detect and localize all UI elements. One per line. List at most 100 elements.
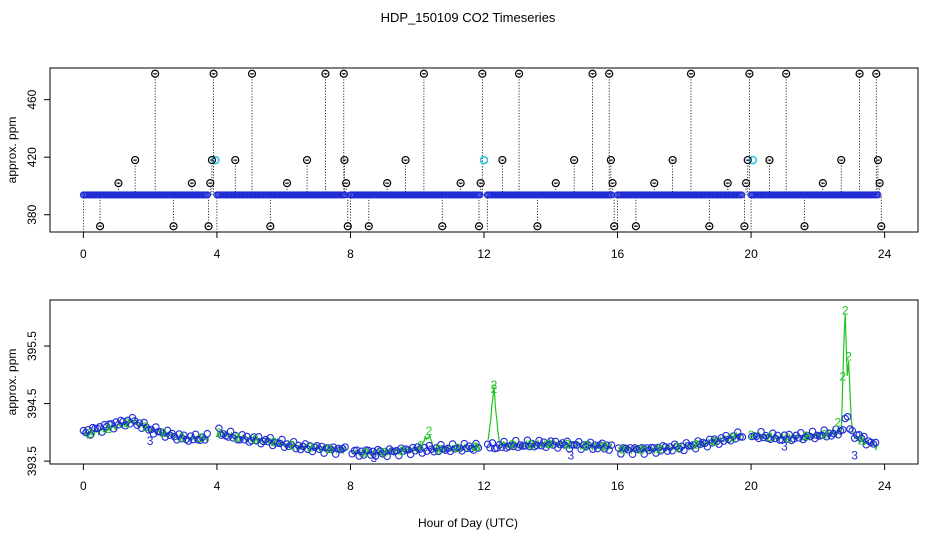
outlier-point	[474, 222, 484, 231]
blue-series-point	[294, 441, 303, 450]
blue-series-point	[518, 442, 527, 450]
blue-series-point	[841, 414, 849, 423]
blue-series-point	[673, 442, 681, 451]
green-spike-symbol: 2	[835, 416, 842, 430]
outlier-point	[877, 222, 886, 231]
green-series-symbol: 2	[546, 437, 553, 451]
bottom-x-tick-label: 24	[878, 479, 892, 493]
outlier-point	[401, 155, 410, 165]
blue-series-point	[411, 447, 419, 455]
green-series-symbol: 2	[417, 439, 424, 453]
blue-series-point	[441, 446, 450, 454]
blue-series-point	[404, 446, 412, 454]
blue-series-point	[797, 429, 805, 437]
blue-series-point	[472, 439, 480, 448]
outlier-point	[438, 222, 447, 231]
blue-series-point	[834, 431, 842, 439]
outlier-point	[723, 178, 732, 188]
blue-series-point	[579, 441, 588, 449]
blue-series-point	[628, 450, 637, 458]
blue-series-point	[668, 447, 677, 455]
blue-series-point	[430, 447, 438, 456]
green-spike-symbol: 2	[426, 424, 433, 438]
green-series-symbol: 2	[693, 438, 700, 452]
outlier-point	[247, 69, 257, 78]
blue-series-point	[427, 445, 436, 453]
outlier-point	[741, 178, 751, 188]
outlier-point	[342, 178, 351, 188]
blue-series-point	[696, 440, 705, 448]
blue-series-point	[710, 435, 719, 443]
outlier-point	[533, 222, 542, 231]
green-series-symbol: 2	[656, 442, 663, 456]
blue-series-point	[827, 432, 835, 440]
blue-series-point	[871, 438, 880, 447]
outlier-point	[340, 155, 349, 165]
outlier-point	[743, 155, 752, 165]
blue-series-point	[848, 426, 856, 435]
outlier-point	[740, 222, 749, 231]
green-series-symbol: 2	[234, 430, 241, 444]
bottom-x-tick-label: 16	[611, 479, 625, 493]
baseline-point	[476, 191, 484, 199]
top-x-tick-label: 8	[347, 247, 354, 261]
outlier-point	[321, 69, 330, 78]
top-x-tick-label: 20	[744, 247, 758, 261]
blue-series-point	[799, 435, 807, 444]
outlier-point	[608, 178, 617, 188]
blue-series-point	[318, 442, 326, 451]
blue-series-point	[708, 439, 716, 447]
blue-series-point	[203, 429, 211, 438]
green-series-symbol: 2	[87, 427, 94, 441]
blue-series-point	[229, 434, 237, 442]
outlier-point	[551, 178, 560, 188]
top-axes-layer: 0 4 8 12 16 20 24 380 420 460	[25, 89, 892, 261]
blue-series-point	[364, 446, 373, 455]
blue-series-point	[638, 444, 646, 452]
bottom-panel: 2 2 2 2 2 2 2 2 2 2 2 2 2 2 2 2 2 2 2 2 222 2 2 2 2 2 2 2 2 2 2 2 2 2 2 2 2 2…	[5, 299, 919, 493]
green-series-symbol: 2	[601, 439, 608, 453]
outlier-point	[131, 155, 140, 165]
blue-series-point	[180, 431, 188, 439]
blue-series-point	[511, 436, 520, 445]
outlier-point	[872, 69, 881, 78]
green-series-symbol: 2	[674, 440, 681, 454]
blue-series-point	[722, 431, 730, 440]
top-plot-frame	[49, 67, 919, 233]
outlier-point	[231, 155, 240, 165]
blue-series-point	[289, 437, 298, 446]
blue-series-point	[257, 439, 265, 448]
outlier-point	[364, 222, 373, 231]
top-panel: 0 4 8 12 16 20 24 380 420 460 approx. ppm	[5, 67, 919, 261]
blue-series-point	[226, 427, 235, 436]
blue-series-point	[661, 443, 670, 451]
blue-three-marker: 3	[147, 434, 154, 448]
blue-series-point	[233, 435, 242, 444]
outlier-point	[606, 155, 615, 165]
blue-series-point	[738, 433, 747, 441]
blue-series-point	[406, 450, 415, 459]
blue-series-point	[773, 431, 782, 440]
blue-series-point	[514, 443, 522, 452]
top-x-tick-label: 24	[878, 247, 892, 261]
blue-series-point	[703, 442, 712, 451]
blue-series-point	[131, 417, 139, 425]
blue-series-point	[465, 442, 473, 450]
blue-series-point	[278, 435, 286, 444]
blue-series-point	[357, 447, 366, 456]
green-series-symbol: 2	[454, 441, 461, 455]
green-series-symbol: 2	[766, 430, 773, 444]
blue-series-point	[558, 439, 567, 447]
outlier-point	[705, 222, 714, 231]
blue-series-point	[689, 441, 698, 449]
green-series-symbol: 2	[325, 442, 332, 456]
blue-series-point	[607, 441, 616, 449]
blue-series-point	[462, 444, 471, 453]
outlier-point	[650, 178, 659, 188]
blue-series-point	[808, 427, 817, 436]
green-series-symbol: 2	[252, 433, 259, 447]
blue-series-point	[469, 446, 478, 454]
outlier-point	[383, 178, 392, 188]
blue-series-point	[247, 436, 256, 445]
